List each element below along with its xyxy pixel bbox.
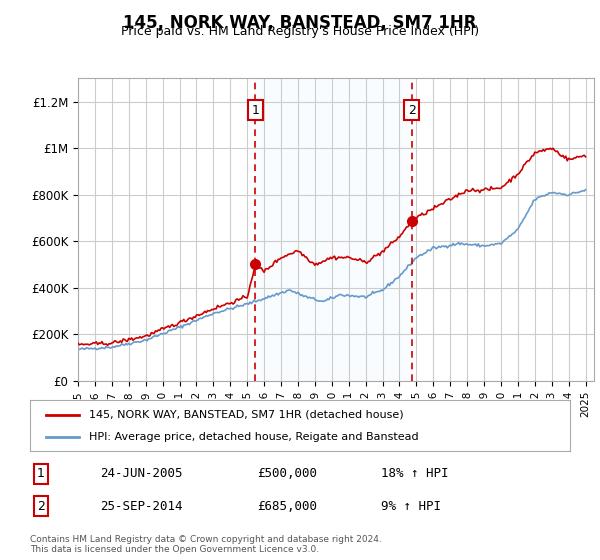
Bar [256, 78, 412, 381]
Text: £500,000: £500,000 [257, 468, 317, 480]
Text: £685,000: £685,000 [257, 500, 317, 512]
Text: HPI: Average price, detached house, Reigate and Banstead: HPI: Average price, detached house, Reig… [89, 432, 419, 442]
Text: Contains HM Land Registry data © Crown copyright and database right 2024.
This d: Contains HM Land Registry data © Crown c… [30, 535, 382, 554]
Text: 145, NORK WAY, BANSTEAD, SM7 1HR (detached house): 145, NORK WAY, BANSTEAD, SM7 1HR (detach… [89, 409, 404, 419]
Text: 145, NORK WAY, BANSTEAD, SM7 1HR: 145, NORK WAY, BANSTEAD, SM7 1HR [123, 14, 477, 32]
Text: 18% ↑ HPI: 18% ↑ HPI [381, 468, 449, 480]
Text: 1: 1 [251, 104, 259, 116]
Text: Price paid vs. HM Land Registry's House Price Index (HPI): Price paid vs. HM Land Registry's House … [121, 25, 479, 38]
Text: 1: 1 [37, 468, 45, 480]
Text: 25-SEP-2014: 25-SEP-2014 [100, 500, 182, 512]
Text: 2: 2 [408, 104, 416, 116]
Text: 24-JUN-2005: 24-JUN-2005 [100, 468, 182, 480]
Text: 2: 2 [37, 500, 45, 512]
Text: 9% ↑ HPI: 9% ↑ HPI [381, 500, 441, 512]
